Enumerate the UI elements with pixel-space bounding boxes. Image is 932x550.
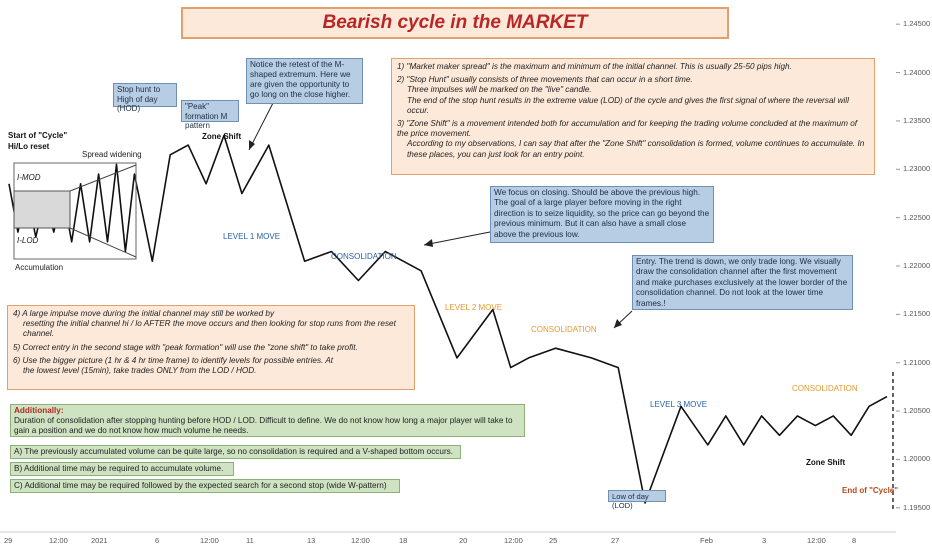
x-tick-label: 6 (155, 536, 160, 545)
note-option-b: B) Additional time may be required to ac… (10, 462, 234, 476)
note-rules: 4) A large impulse move during the initi… (7, 305, 415, 390)
x-tick-label: 3 (762, 536, 767, 545)
spread-widening-lower (69, 227, 137, 258)
note-zone-shift-2: According to my observations, I can say … (407, 139, 865, 159)
note-focus-closing: We focus on closing. Should be above the… (490, 186, 714, 243)
x-tick-label: 11 (246, 536, 254, 545)
y-tick-label: 1.20000 (903, 454, 931, 464)
label-end-cycle: End of "Cycle" (842, 486, 899, 495)
label-zone-shift-2: Zone Shift (806, 458, 846, 467)
x-tick-label: 12:00 (807, 536, 826, 545)
note-low-of-day: Low of day (LOD) (608, 490, 666, 510)
note-option-a: A) The previously accumulated volume can… (10, 445, 461, 459)
note-additionally-title: Additionally: (14, 406, 64, 415)
label-consolidation-1: CONSOLIDATION (331, 252, 397, 261)
note-bigger-picture-2: the lowest level (15min), take trades ON… (23, 366, 257, 376)
y-tick-label: 1.23000 (903, 164, 931, 174)
label-zone-shift-1: Zone Shift (202, 132, 242, 141)
channel-range (13, 190, 71, 229)
note-stop-hunt-1: 2) "Stop Hunt" usually consists of three… (397, 75, 693, 85)
note-entry-trend: Entry. The trend is down, we only trade … (632, 255, 853, 310)
x-tick-label: 13 (307, 536, 316, 545)
y-tick-label: 1.22000 (903, 261, 931, 270)
x-tick-label: 2021 (91, 536, 108, 545)
y-tick-label: 1.24000 (903, 67, 931, 77)
y-tick-label: 1.19500 (903, 502, 931, 512)
spread-widening-upper (69, 164, 137, 192)
price-line (8, 134, 888, 504)
chart-title: Bearish cycle in the MARKET (181, 7, 729, 39)
y-tick-label: 1.23500 (903, 115, 931, 125)
label-level1: LEVEL 1 MOVE (223, 232, 281, 241)
y-tick-label: 1.21000 (903, 357, 931, 367)
label-start-cycle: Start of "Cycle" (8, 131, 68, 140)
label-level2: LEVEL 2 MOVE (445, 303, 503, 312)
label-consolidation-2: CONSOLIDATION (531, 325, 597, 334)
label-spread-widening: Spread widening (82, 150, 142, 159)
x-tick-label: 18 (399, 536, 408, 545)
label-level3: LEVEL 3 MOVE (650, 400, 708, 409)
note-zone-shift-1: 3) "Zone Shift" is a movement intended b… (397, 119, 858, 139)
note-mm-spread: 1) "Market maker spread" is the maximum … (397, 62, 792, 71)
x-tick-label: 29 (4, 536, 13, 545)
note-stop-hunt-2: Three impulses will be marked on the "li… (407, 85, 592, 95)
note-impulse-2: resetting the initial channel hi / lo AF… (23, 319, 396, 339)
arrow-to-retest (423, 231, 491, 247)
label-accumulation: Accumulation (15, 263, 64, 272)
x-tick-label: 12:00 (200, 536, 219, 545)
note-peak-formation: "Peak" formation M pattern (181, 100, 239, 130)
note-bigger-picture-1: 6) Use the bigger picture (1 hr & 4 hr t… (13, 355, 334, 365)
x-tick-label: Feb (700, 536, 713, 545)
x-tick-label: 27 (611, 536, 620, 545)
note-additionally-body: Duration of consolidation after stopping… (14, 416, 513, 435)
y-tick-label: 1.20500 (903, 406, 931, 416)
y-tick-label: 1.21500 (903, 309, 931, 319)
label-i-lod: I-LOD (17, 236, 39, 245)
x-tick-label: 25 (549, 536, 558, 545)
note-stop-hunt-hod: Stop hunt to High of day (HOD) (113, 83, 177, 113)
note-stop-hunt-3: The end of the stop hunt results in the … (407, 95, 849, 115)
note-impulse-1: 4) A large impulse move during the initi… (13, 309, 275, 318)
x-tick-label: 12:00 (49, 536, 68, 545)
y-tick-label: 1.24500 (903, 19, 931, 29)
label-consolidation-3: CONSOLIDATION (792, 384, 858, 393)
note-correct-entry: 5) Correct entry in the second stage wit… (13, 342, 358, 352)
x-tick-label: 8 (852, 536, 857, 545)
note-additionally: Additionally: Duration of consolidation … (10, 404, 525, 437)
arrow-to-entry (613, 310, 633, 329)
x-tick-label: 20 (459, 536, 468, 545)
x-tick-label: 12:00 (504, 536, 523, 545)
label-i-mod: I-MOD (17, 173, 41, 182)
label-hilo-reset: Hi/Lo reset (8, 142, 50, 151)
y-tick-label: 1.22500 (903, 212, 931, 222)
note-option-c: C) Additional time may be required follo… (10, 479, 400, 493)
note-retest-m: Notice the retest of the M-shaped extrem… (246, 58, 363, 104)
note-definitions: 1) "Market maker spread" is the maximum … (391, 58, 875, 175)
x-tick-label: 12:00 (351, 536, 370, 545)
arrow-to-peak (248, 102, 274, 151)
